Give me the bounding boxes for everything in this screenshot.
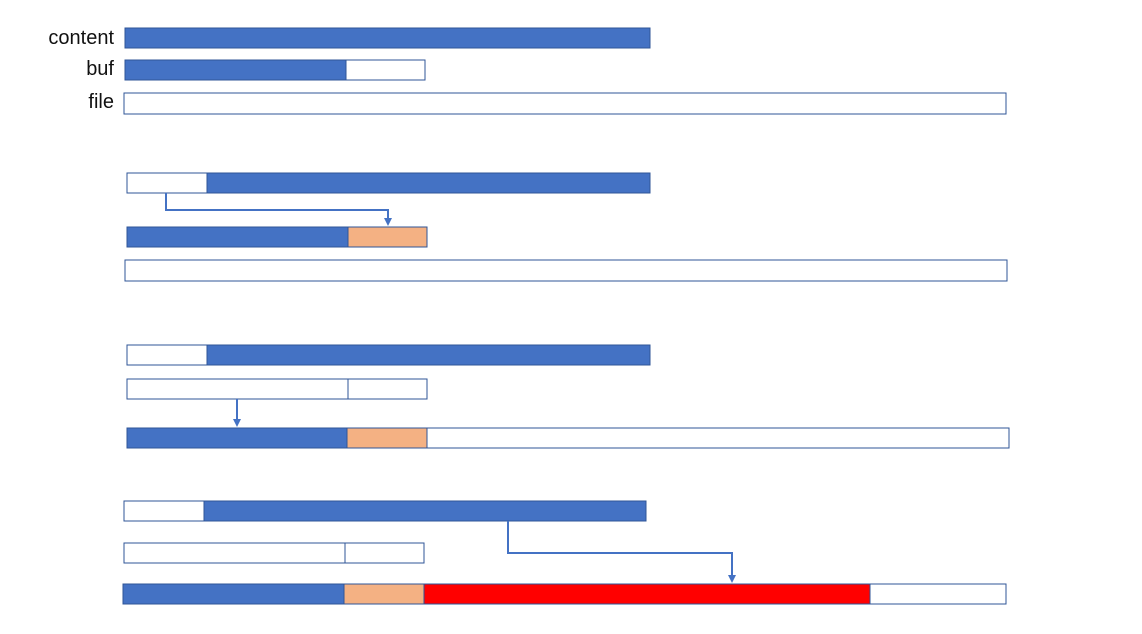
buf-existing-part — [126, 226, 349, 248]
content-consumed-part — [126, 344, 208, 366]
file-bar-empty — [124, 259, 1008, 282]
file-remaining-empty — [426, 427, 1010, 449]
buf-new-part — [347, 226, 428, 248]
content-remaining-part — [203, 500, 647, 522]
buf-label: buf — [86, 58, 114, 80]
buf-empty-right — [347, 378, 428, 400]
buf-empty-left — [126, 378, 349, 400]
buf-bar-empty — [345, 59, 426, 81]
file-written-blue — [122, 583, 345, 605]
step-4-direct-write — [122, 500, 1007, 605]
content-remaining-part — [206, 172, 651, 194]
file-written-orange — [346, 427, 428, 449]
buf-empty-left — [123, 542, 346, 564]
buf-bar-filled — [124, 59, 347, 81]
copy-arrow — [165, 193, 392, 226]
file-label: file — [88, 91, 114, 113]
content-label: content — [48, 27, 114, 49]
step-3-flush-to-file — [126, 344, 1010, 449]
buf-empty-right — [344, 542, 425, 564]
file-remaining-empty — [869, 583, 1007, 605]
content-consumed-part — [123, 500, 205, 522]
content-bar-filled — [124, 27, 651, 49]
direct-write-arrow — [507, 521, 736, 583]
step-1-initial — [123, 27, 1007, 115]
content-remaining-part — [206, 344, 651, 366]
file-written-orange — [343, 583, 425, 605]
step-2-copy-to-buf — [124, 172, 1008, 282]
file-bar-empty — [123, 92, 1007, 115]
content-consumed-part — [126, 172, 208, 194]
file-written-red — [423, 583, 871, 605]
file-written-blue — [126, 427, 348, 449]
